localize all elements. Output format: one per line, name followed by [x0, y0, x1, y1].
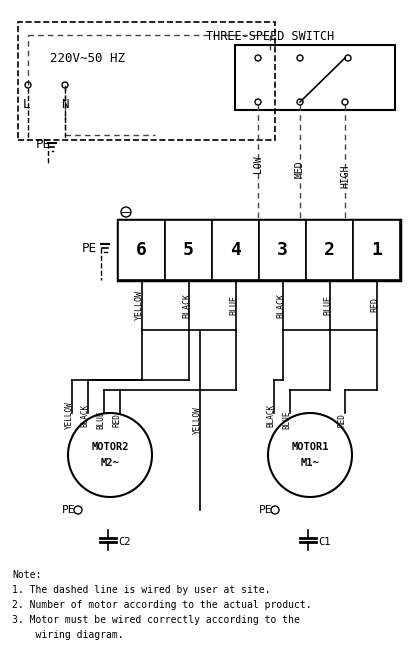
- Text: MED: MED: [295, 160, 305, 177]
- Text: Note:: Note:: [12, 570, 41, 580]
- Text: RED: RED: [112, 413, 121, 427]
- Text: M1~: M1~: [301, 458, 319, 468]
- Text: LOW: LOW: [253, 155, 263, 173]
- Text: M2~: M2~: [101, 458, 119, 468]
- Text: 220V~50 HZ: 220V~50 HZ: [50, 51, 125, 64]
- FancyBboxPatch shape: [306, 220, 353, 280]
- FancyBboxPatch shape: [212, 220, 259, 280]
- Text: BLUE: BLUE: [282, 411, 292, 429]
- Text: L: L: [22, 98, 30, 111]
- Text: C1: C1: [318, 537, 330, 547]
- Text: wiring diagram.: wiring diagram.: [12, 630, 123, 640]
- FancyBboxPatch shape: [165, 220, 212, 280]
- Text: BLACK: BLACK: [182, 292, 191, 317]
- Text: PE: PE: [62, 505, 75, 515]
- Text: 5: 5: [183, 241, 194, 259]
- Text: BLUE: BLUE: [323, 295, 332, 315]
- FancyBboxPatch shape: [259, 220, 306, 280]
- Text: HIGH: HIGH: [340, 165, 350, 188]
- Text: 2. Number of motor according to the actual product.: 2. Number of motor according to the actu…: [12, 600, 312, 610]
- Text: RED: RED: [337, 413, 347, 427]
- Text: YELLOW: YELLOW: [135, 290, 144, 320]
- Text: PE: PE: [82, 242, 97, 255]
- Text: PE: PE: [259, 505, 272, 515]
- Text: BLACK: BLACK: [266, 404, 275, 426]
- Text: BLACK: BLACK: [81, 404, 90, 426]
- Text: RED: RED: [370, 298, 379, 313]
- Text: MOTOR2: MOTOR2: [91, 442, 129, 452]
- Text: YELLOW: YELLOW: [64, 401, 74, 429]
- Text: YELLOW: YELLOW: [192, 406, 202, 434]
- Text: BLUE: BLUE: [229, 295, 238, 315]
- Text: 2: 2: [324, 241, 335, 259]
- FancyBboxPatch shape: [118, 220, 165, 280]
- Text: 1: 1: [371, 241, 382, 259]
- Text: 3: 3: [277, 241, 288, 259]
- Text: 3. Motor must be wired correctly according to the: 3. Motor must be wired correctly accordi…: [12, 615, 300, 625]
- Text: MOTOR1: MOTOR1: [291, 442, 329, 452]
- Text: 4: 4: [230, 241, 241, 259]
- FancyBboxPatch shape: [353, 220, 400, 280]
- Text: 6: 6: [136, 241, 147, 259]
- Text: C2: C2: [118, 537, 131, 547]
- Text: PE: PE: [36, 138, 51, 151]
- Text: THREE-SPEED SWITCH: THREE-SPEED SWITCH: [206, 30, 334, 43]
- Text: BLACK: BLACK: [276, 292, 285, 317]
- Text: BLUE: BLUE: [97, 411, 105, 429]
- Text: 1. The dashed line is wired by user at site.: 1. The dashed line is wired by user at s…: [12, 585, 271, 595]
- Text: N: N: [61, 98, 69, 111]
